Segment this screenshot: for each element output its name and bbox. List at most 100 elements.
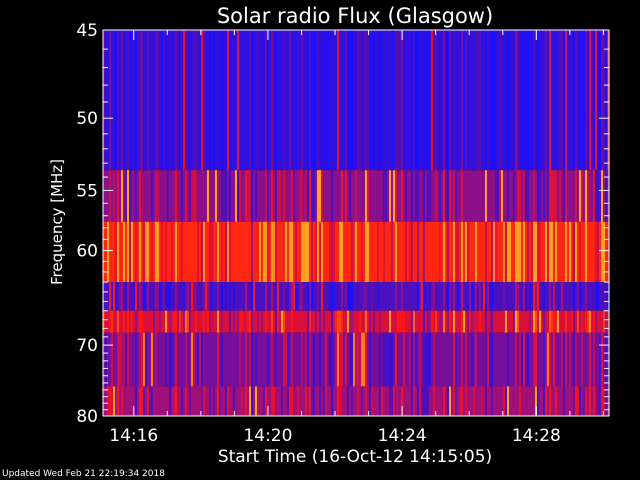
heatmap-cell <box>543 332 545 387</box>
heatmap-cell <box>423 282 425 311</box>
heatmap-cell <box>519 221 521 283</box>
heatmap-cell <box>515 310 517 333</box>
heatmap-cell <box>189 386 191 416</box>
heatmap-cell <box>491 221 493 283</box>
heatmap-cell <box>411 221 413 283</box>
heatmap-cell <box>597 386 599 416</box>
heatmap-cell <box>201 221 203 283</box>
heatmap-cell <box>187 310 189 333</box>
heatmap-cell <box>575 30 577 171</box>
heatmap-cell <box>457 282 459 311</box>
heatmap-cell <box>283 170 285 222</box>
heatmap-cell <box>185 170 187 222</box>
heatmap-cell <box>285 221 287 283</box>
heatmap-cell <box>585 30 587 171</box>
heatmap-cell <box>417 170 419 222</box>
heatmap-cell <box>115 282 117 311</box>
heatmap-cell <box>367 170 369 222</box>
heatmap-cell <box>603 221 605 283</box>
heatmap-cell <box>349 332 351 387</box>
heatmap-cell <box>131 310 133 333</box>
heatmap-cell <box>479 282 481 311</box>
heatmap-cell <box>537 170 539 222</box>
heatmap-cell <box>485 30 487 171</box>
heatmap-cell <box>311 282 313 311</box>
heatmap-cell <box>455 386 457 416</box>
heatmap-cell <box>251 310 253 333</box>
heatmap-cell <box>183 282 185 311</box>
heatmap-cell <box>185 30 187 171</box>
heatmap-cell <box>311 221 313 283</box>
heatmap-cell <box>575 170 577 222</box>
heatmap-cell <box>151 221 153 283</box>
heatmap-cell <box>301 332 303 387</box>
heatmap-cell <box>107 221 109 283</box>
heatmap-cell <box>113 282 115 311</box>
heatmap-cell <box>589 30 591 171</box>
heatmap-cell <box>439 221 441 283</box>
heatmap-cell <box>181 170 183 222</box>
heatmap-cell <box>307 310 309 333</box>
heatmap-cell <box>283 332 285 387</box>
heatmap-cell <box>563 170 565 222</box>
heatmap-cell <box>489 30 491 171</box>
heatmap-cell <box>385 332 387 387</box>
heatmap-cell <box>549 170 551 222</box>
heatmap-cell <box>177 310 179 333</box>
heatmap-cell <box>499 30 501 171</box>
heatmap-cell <box>485 386 487 416</box>
heatmap-cell <box>117 310 119 333</box>
heatmap-cell <box>435 30 437 171</box>
heatmap-cell <box>393 170 395 222</box>
heatmap-cell <box>325 332 327 387</box>
heatmap-cell <box>271 30 273 171</box>
heatmap-cell <box>187 282 189 311</box>
heatmap-cell <box>579 386 581 416</box>
x-tick-label: 14:24 <box>378 426 427 446</box>
heatmap-cell <box>487 282 489 311</box>
heatmap-cell <box>341 221 343 283</box>
heatmap-cell <box>315 310 317 333</box>
heatmap-cell <box>179 310 181 333</box>
heatmap-cell <box>173 386 175 416</box>
heatmap-cell <box>539 170 541 222</box>
heatmap-cell <box>465 332 467 387</box>
heatmap-cell <box>321 170 323 222</box>
heatmap-cell <box>373 30 375 171</box>
heatmap-cell <box>589 332 591 387</box>
heatmap-cell <box>121 170 123 222</box>
heatmap-cell <box>401 30 403 171</box>
heatmap-cell <box>417 221 419 283</box>
heatmap-cell <box>345 332 347 387</box>
heatmap-cell <box>155 282 157 311</box>
heatmap-cell <box>221 170 223 222</box>
heatmap-cell <box>175 386 177 416</box>
heatmap-cell <box>267 221 269 283</box>
heatmap-cell <box>543 310 545 333</box>
heatmap-cell <box>267 170 269 222</box>
heatmap-cell <box>445 170 447 222</box>
heatmap-cell <box>163 30 165 171</box>
heatmap-cell <box>517 221 519 283</box>
heatmap-cell <box>577 386 579 416</box>
heatmap-cell <box>193 170 195 222</box>
heatmap-cell <box>155 170 157 222</box>
heatmap-cell <box>597 170 599 222</box>
heatmap-cell <box>365 30 367 171</box>
heatmap-cell <box>535 282 537 311</box>
heatmap-cell <box>169 310 171 333</box>
heatmap-cell <box>599 332 601 387</box>
heatmap-cell <box>475 221 477 283</box>
heatmap-cell <box>461 386 463 416</box>
heatmap-cell <box>201 30 203 171</box>
heatmap-cell <box>605 30 607 171</box>
heatmap-cell <box>515 332 517 387</box>
heatmap-cell <box>331 282 333 311</box>
heatmap-cell <box>543 170 545 222</box>
heatmap-cell <box>471 282 473 311</box>
heatmap-cell <box>291 170 293 222</box>
heatmap-cell <box>181 386 183 416</box>
heatmap-cell <box>441 310 443 333</box>
heatmap-cell <box>471 332 473 387</box>
heatmap-cell <box>381 386 383 416</box>
